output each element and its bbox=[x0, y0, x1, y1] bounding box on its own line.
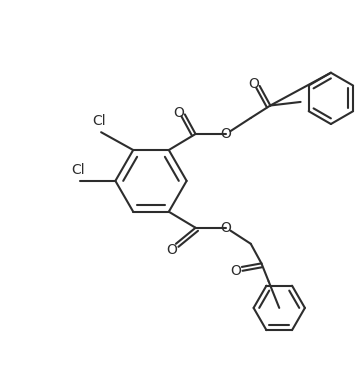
Text: O: O bbox=[173, 106, 184, 120]
Text: O: O bbox=[166, 243, 177, 257]
Text: O: O bbox=[230, 264, 241, 278]
Text: O: O bbox=[248, 77, 259, 91]
Text: Cl: Cl bbox=[93, 114, 106, 128]
Text: O: O bbox=[220, 221, 231, 235]
Text: Cl: Cl bbox=[71, 162, 85, 177]
Text: O: O bbox=[220, 127, 231, 141]
